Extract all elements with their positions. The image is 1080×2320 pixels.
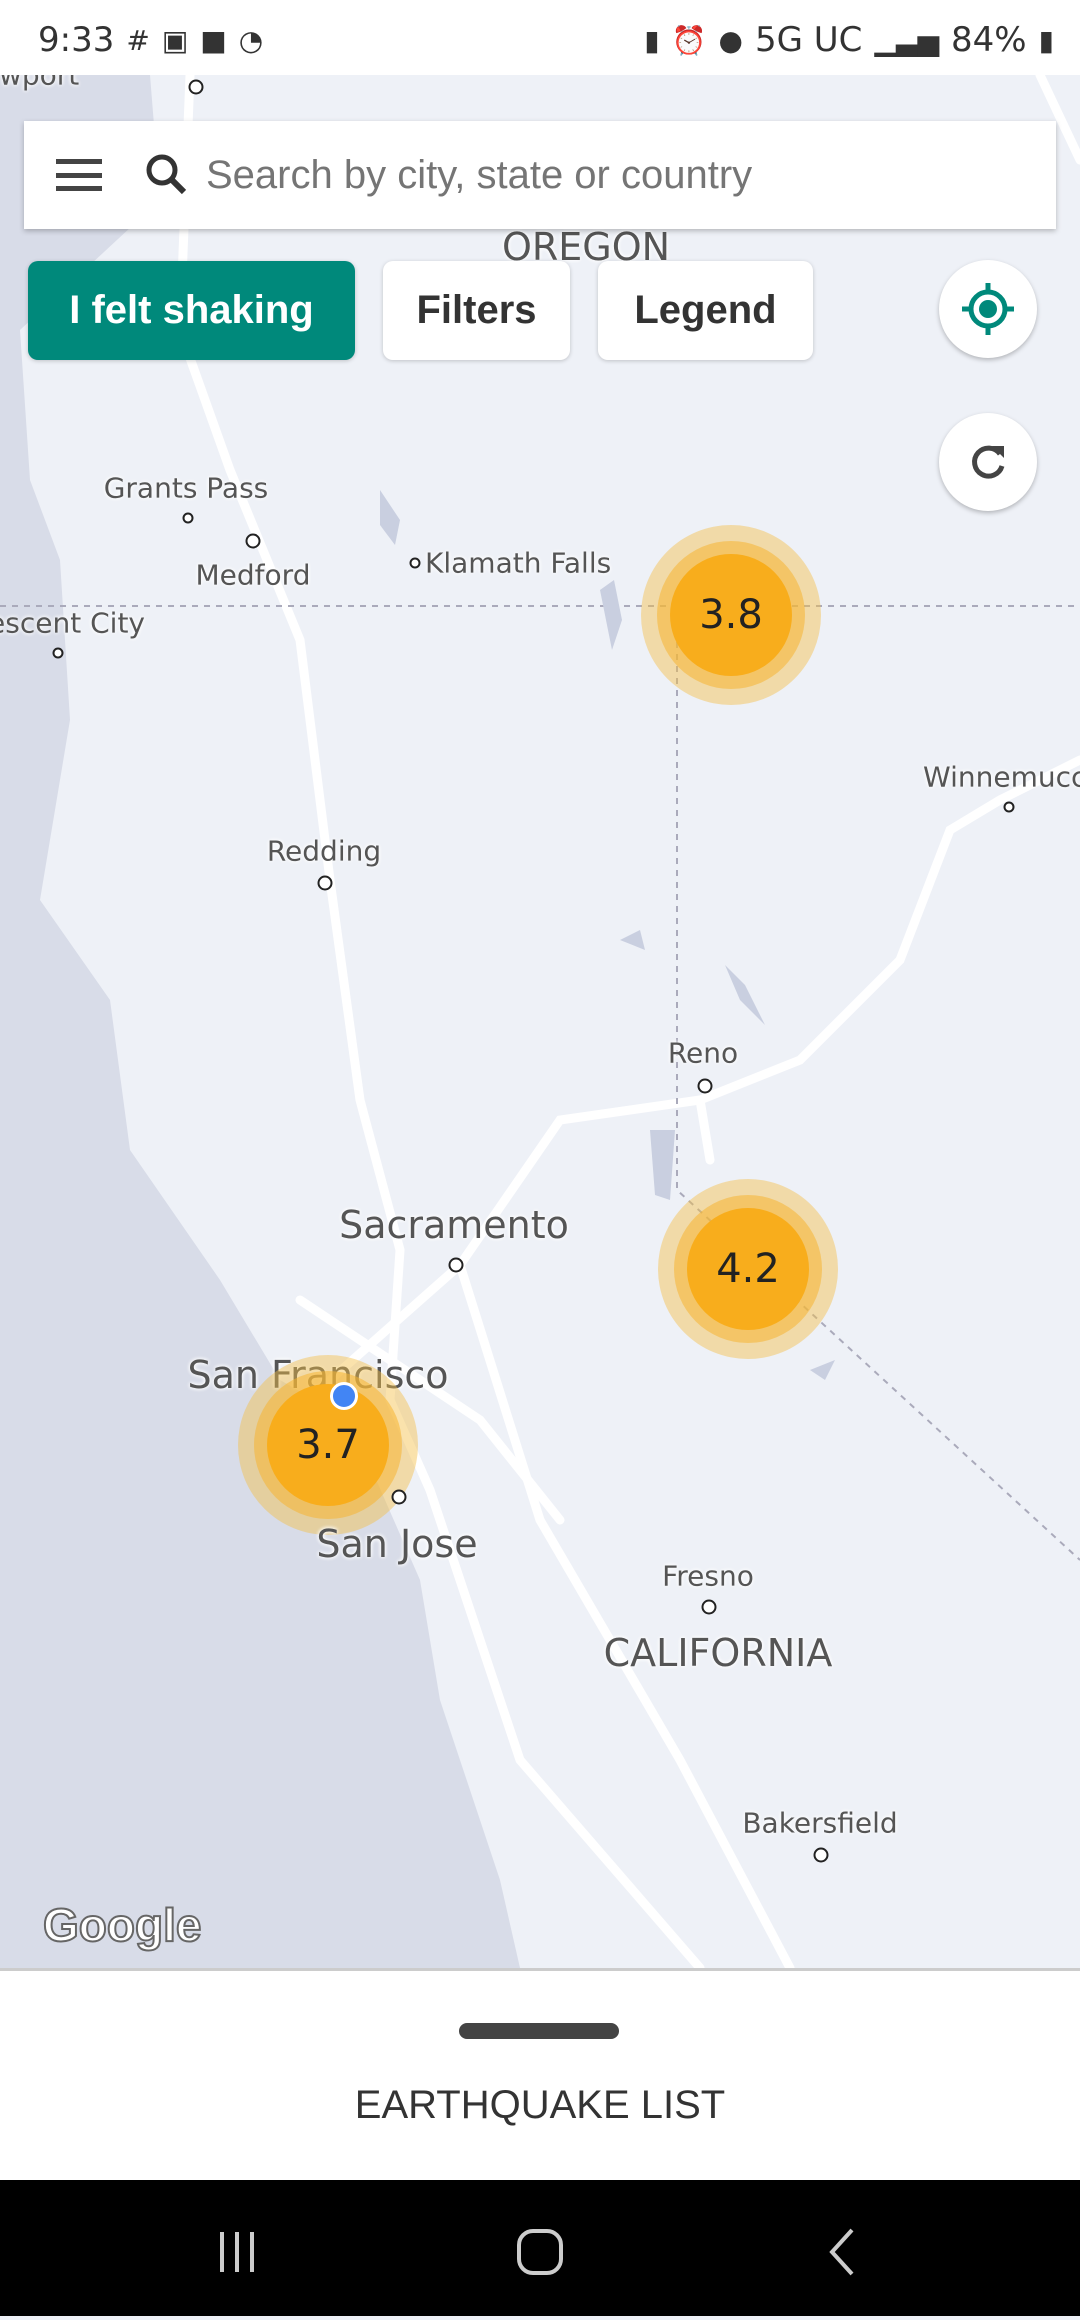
city-dot	[1003, 801, 1015, 813]
search-icon	[146, 154, 187, 195]
status-bar: 9:33 # ▣ ■ ◔ ▮ ⏰ ● 5G UC ▁▃▅ 84% ▮	[0, 0, 1080, 75]
filters-button[interactable]: Filters	[383, 261, 570, 360]
wifi-icon: ◔	[238, 23, 264, 57]
city-label-redding: Redding	[266, 834, 382, 868]
menu-icon[interactable]	[56, 159, 102, 191]
my-location-button[interactable]	[939, 260, 1037, 358]
earthquake-list-sheet[interactable]: EARTHQUAKE LIST	[0, 1968, 1080, 2180]
city-label-klamath-falls: Klamath Falls	[425, 546, 612, 580]
earthquake-list-title: EARTHQUAKE LIST	[354, 2083, 726, 2127]
city-label-bakersfield: Bakersfield	[742, 1806, 898, 1840]
quake-marker[interactable]: 3.7	[238, 1355, 418, 1535]
calendar-icon: ▣	[161, 23, 189, 57]
city-label-winnemucca: Winnemucca	[923, 760, 1080, 794]
slack-icon: #	[126, 23, 150, 57]
quake-marker[interactable]: 4.2	[658, 1179, 838, 1359]
quake-magnitude: 3.8	[670, 554, 792, 676]
home-button[interactable]	[517, 2229, 563, 2275]
map-base	[0, 70, 1080, 1968]
alarm-icon: ⏰	[671, 23, 707, 57]
signal-icon: ▁▃▅	[874, 23, 939, 57]
status-time: 9:33	[38, 20, 115, 60]
city-label-fresno: Fresno	[662, 1559, 754, 1593]
legend-button[interactable]: Legend	[598, 261, 813, 360]
city-dot	[317, 875, 333, 891]
my-location-dot	[330, 1382, 358, 1410]
battery-percent: 84%	[951, 20, 1027, 60]
calendar-badge-icon: ■	[200, 23, 227, 57]
city-dot	[697, 1078, 713, 1094]
city-label-sacramento: Sacramento	[339, 1203, 569, 1247]
google-logo: Google	[42, 1898, 202, 1952]
quake-magnitude: 3.7	[267, 1384, 389, 1506]
city-dot	[409, 557, 421, 569]
map[interactable]: Newport OREGON Grants Pass Medford Klama…	[0, 0, 1080, 1968]
quake-magnitude: 4.2	[687, 1208, 809, 1330]
city-dot	[813, 1847, 829, 1863]
city-dot	[52, 647, 64, 659]
search-input[interactable]	[206, 152, 1006, 198]
city-dot	[182, 512, 194, 524]
city-dot	[391, 1489, 407, 1505]
search-bar	[24, 121, 1056, 229]
recycle-icon: ▮	[644, 23, 660, 57]
city-dot	[188, 79, 204, 95]
navigation-bar	[0, 2180, 1080, 2316]
city-label-san-jose: San Jose	[316, 1522, 478, 1566]
drag-handle[interactable]	[459, 2023, 619, 2039]
felt-shaking-button[interactable]: I felt shaking	[28, 261, 355, 360]
refresh-icon	[972, 445, 1005, 479]
city-label-medford: Medford	[195, 558, 311, 592]
back-button[interactable]	[829, 2228, 854, 2276]
location-icon: ●	[718, 23, 743, 57]
battery-icon: ▮	[1038, 23, 1054, 57]
city-dot	[245, 533, 261, 549]
refresh-button[interactable]	[939, 413, 1037, 511]
state-label-california: CALIFORNIA	[603, 1631, 833, 1675]
recent-apps-button[interactable]	[220, 2232, 254, 2272]
city-label-crescent-city: Crescent City	[0, 606, 145, 640]
city-dot	[701, 1599, 717, 1615]
network-type: 5G UC	[754, 20, 863, 60]
city-label-reno: Reno	[667, 1036, 739, 1070]
city-dot	[448, 1257, 464, 1273]
city-label-grants-pass: Grants Pass	[103, 471, 269, 505]
crosshair-icon	[962, 283, 1014, 335]
quake-marker[interactable]: 3.8	[641, 525, 821, 705]
